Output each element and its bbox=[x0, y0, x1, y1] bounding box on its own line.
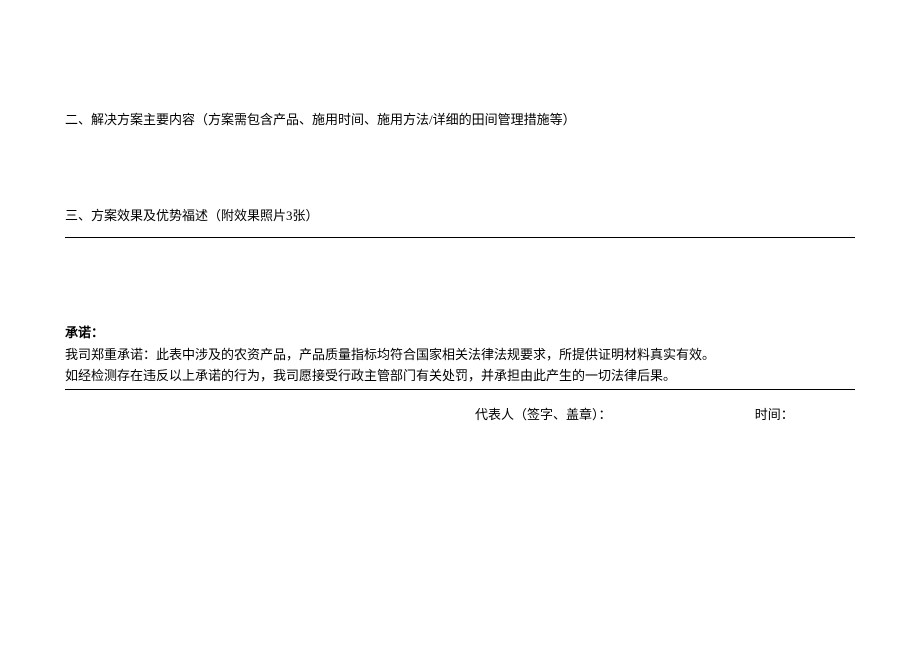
commitment-title: 承诺： bbox=[65, 323, 855, 344]
commitment-body: 我司郑重承诺：此表中涉及的农资产品，产品质量指标均符合国家相关法律法规要求，所提… bbox=[65, 345, 855, 390]
signature-line: 代表人（签字、盖章）： 时间： bbox=[65, 405, 855, 426]
section-two-heading: 二、解决方案主要内容（方案需包含产品、施用时间、施用方法/详细的田间管理措施等） bbox=[65, 110, 855, 131]
time-label: 时间： bbox=[755, 405, 794, 426]
section-two: 二、解决方案主要内容（方案需包含产品、施用时间、施用方法/详细的田间管理措施等） bbox=[65, 110, 855, 131]
representative-signature-label: 代表人（签字、盖章）： bbox=[475, 405, 612, 426]
commitment-line-2: 如经检测存在违反以上承诺的行为，我司愿接受行政主管部门有关处罚，并承担由此产生的… bbox=[65, 366, 855, 387]
section-three: 三、方案效果及优势福述（附效果照片3张） bbox=[65, 206, 855, 238]
section-three-heading: 三、方案效果及优势福述（附效果照片3张） bbox=[65, 206, 855, 227]
commitment-line-1: 我司郑重承诺：此表中涉及的农资产品，产品质量指标均符合国家相关法律法规要求，所提… bbox=[65, 345, 855, 366]
